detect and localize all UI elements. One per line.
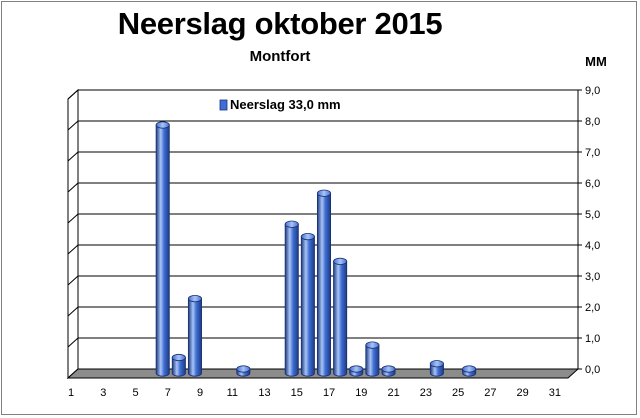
y-tick-label: 0,0 bbox=[585, 364, 600, 376]
x-tick-label: 29 bbox=[516, 387, 528, 399]
gridline-side bbox=[67, 244, 79, 255]
x-tick-label: 19 bbox=[355, 387, 367, 399]
bar-day-15 bbox=[300, 236, 315, 377]
y-tick-label: 4,0 bbox=[585, 240, 600, 252]
legend-label: Neerslag 33,0 mm bbox=[230, 97, 341, 112]
x-tick-label: 27 bbox=[484, 387, 496, 399]
plot-side-wall bbox=[67, 88, 79, 380]
x-tick-label: 1 bbox=[68, 387, 74, 399]
bar-day-8 bbox=[187, 298, 202, 377]
y-tick-label: 5,0 bbox=[585, 209, 600, 221]
bar-day-19 bbox=[365, 344, 380, 377]
gridline-side bbox=[67, 337, 79, 348]
x-tick-label: 25 bbox=[452, 387, 464, 399]
bar-day-16 bbox=[316, 192, 332, 377]
bar-day-14 bbox=[284, 223, 299, 377]
bar-day-17 bbox=[333, 261, 348, 377]
x-tick-label: 17 bbox=[323, 387, 335, 399]
x-tick-label: 7 bbox=[165, 387, 171, 399]
bar-cap-day-19 bbox=[365, 341, 380, 349]
gridline-side bbox=[67, 306, 79, 317]
y-tick-label: 7,0 bbox=[585, 147, 600, 159]
x-tick-label: 21 bbox=[387, 387, 399, 399]
x-tick-label: 31 bbox=[549, 387, 561, 399]
y-tick-label: 3,0 bbox=[585, 271, 600, 283]
x-tick-label: 15 bbox=[291, 387, 303, 399]
x-tick-label: 11 bbox=[227, 387, 238, 399]
bar-cap-day-16 bbox=[316, 189, 332, 197]
chart-title: Neerslag oktober 2015 bbox=[117, 6, 443, 41]
bar-cap-day-11 bbox=[236, 365, 251, 373]
gridline-side bbox=[67, 213, 79, 224]
bar-cap-day-23 bbox=[429, 360, 444, 368]
bar-cap-day-14 bbox=[284, 220, 299, 228]
x-tick-label: 23 bbox=[420, 387, 432, 399]
gridline-side bbox=[67, 89, 79, 100]
bar-cap-day-8 bbox=[187, 294, 202, 303]
bar-cap-day-6 bbox=[155, 121, 170, 129]
gridline-side bbox=[67, 275, 79, 286]
chart-subtitle: Montfort bbox=[249, 48, 311, 65]
x-tick-label: 13 bbox=[258, 387, 270, 399]
y-tick-label: 2,0 bbox=[585, 302, 600, 314]
gridline-side bbox=[67, 151, 79, 162]
y-tick-label: 6,0 bbox=[585, 178, 600, 190]
bar-cap-day-20 bbox=[381, 365, 396, 373]
legend-swatch bbox=[219, 99, 228, 111]
bar-day-7 bbox=[171, 357, 186, 377]
x-tick-label: 5 bbox=[132, 387, 138, 399]
bar-day-6 bbox=[155, 124, 170, 377]
bar-cap-day-25 bbox=[462, 365, 477, 373]
bar-cap-day-17 bbox=[333, 257, 348, 265]
bar-cap-day-7 bbox=[171, 353, 186, 362]
bar-cap-day-15 bbox=[300, 233, 315, 241]
y-tick-label: 8,0 bbox=[585, 116, 600, 128]
gridline-side bbox=[67, 120, 79, 131]
x-tick-label: 9 bbox=[197, 387, 203, 399]
x-tick-label: 3 bbox=[100, 387, 106, 399]
bar-cap-day-18 bbox=[349, 365, 364, 373]
y-tick-label: 1,0 bbox=[585, 333, 600, 345]
gridline-side bbox=[67, 182, 79, 193]
y-tick-label: 9,0 bbox=[585, 85, 600, 97]
y-axis-unit-label: MM bbox=[585, 54, 607, 69]
